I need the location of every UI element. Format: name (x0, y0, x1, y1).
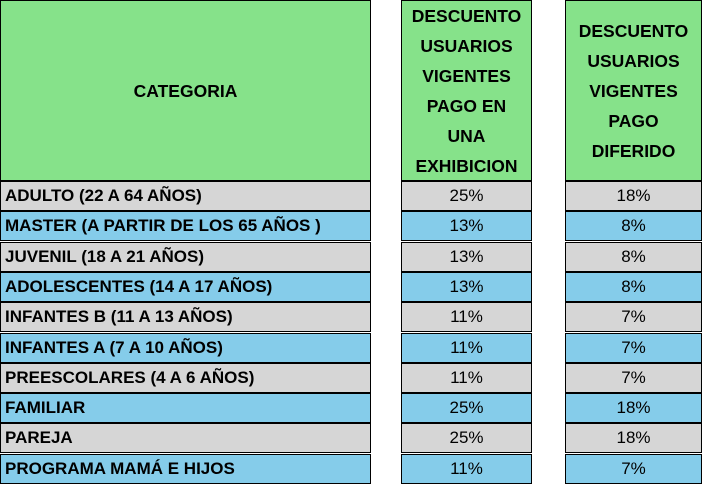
header-category-label: CATEGORIA (133, 80, 238, 101)
header-line: DIFERIDO (591, 140, 676, 161)
table-row: JUVENIL (18 A 21 AÑOS) 13% 8% (0, 241, 703, 272)
discount-one-payment-cell: 11% (401, 453, 532, 484)
discount-one-payment-cell: 13% (401, 211, 532, 242)
category-cell: ADOLESCENTES (14 A 17 AÑOS) (0, 271, 371, 302)
discount-deferred-cell: 18% (565, 423, 702, 454)
discount-deferred-cell: 18% (565, 393, 702, 424)
discount-one-payment-cell: 11% (401, 302, 532, 333)
category-cell: PROGRAMA MAMÁ E HIJOS (0, 453, 371, 484)
table-row: ADOLESCENTES (14 A 17 AÑOS) 13% 8% (0, 271, 703, 302)
header-line: UNA (447, 125, 486, 146)
table-row: MASTER (A PARTIR DE LOS 65 AÑOS ) 13% 8% (0, 211, 703, 242)
header-discount-deferred: DESCUENTO USUARIOS VIGENTES PAGO DIFERID… (565, 0, 702, 181)
discount-one-payment-cell: 13% (401, 241, 532, 272)
discount-one-payment-cell: 11% (401, 362, 532, 393)
discount-deferred-cell: 7% (565, 453, 702, 484)
category-cell: JUVENIL (18 A 21 AÑOS) (0, 241, 371, 272)
discount-deferred-cell: 7% (565, 302, 702, 333)
table-row: INFANTES A (7 A 10 AÑOS) 11% 7% (0, 332, 703, 363)
header-line: USUARIOS (587, 50, 680, 71)
header-discount-deferred-label: DESCUENTO USUARIOS VIGENTES PAGO DIFERID… (579, 16, 689, 166)
category-cell: ADULTO (22 A 64 AÑOS) (0, 181, 371, 211)
category-cell: INFANTES B (11 A 13 AÑOS) (0, 302, 371, 333)
table-row: PROGRAMA MAMÁ E HIJOS 11% 7% (0, 453, 703, 484)
header-line: VIGENTES (589, 80, 678, 101)
category-cell: MASTER (A PARTIR DE LOS 65 AÑOS ) (0, 211, 371, 242)
header-discount-one-payment: DESCUENTO USUARIOS VIGENTES PAGO EN UNA … (401, 0, 532, 181)
category-cell: PAREJA (0, 423, 371, 454)
category-cell: FAMILIAR (0, 393, 371, 424)
table-row: ADULTO (22 A 64 AÑOS) 25% 18% (0, 181, 703, 211)
category-cell: PREESCOLARES (4 A 6 AÑOS) (0, 362, 371, 393)
header-line: PAGO EN (426, 95, 507, 116)
header-discount-one-payment-label: DESCUENTO USUARIOS VIGENTES PAGO EN UNA … (412, 1, 522, 181)
discount-one-payment-cell: 25% (401, 423, 532, 454)
discount-deferred-cell: 7% (565, 362, 702, 393)
discount-one-payment-cell: 25% (401, 393, 532, 424)
header-line: VIGENTES (422, 65, 511, 86)
table-row: PREESCOLARES (4 A 6 AÑOS) 11% 7% (0, 362, 703, 393)
discount-one-payment-cell: 13% (401, 271, 532, 302)
table-row: FAMILIAR 25% 18% (0, 393, 703, 424)
header-line: EXHIBICION (415, 155, 518, 176)
header-category: CATEGORIA (0, 0, 371, 181)
header-line: DESCUENTO (411, 5, 522, 26)
discount-deferred-cell: 18% (565, 181, 702, 211)
table-row: INFANTES B (11 A 13 AÑOS) 11% 7% (0, 302, 703, 333)
discount-one-payment-cell: 11% (401, 332, 532, 363)
discount-deferred-cell: 8% (565, 271, 702, 302)
discount-deferred-cell: 8% (565, 241, 702, 272)
header-line: PAGO (608, 110, 659, 131)
table-row: PAREJA 25% 18% (0, 423, 703, 454)
discount-deferred-cell: 8% (565, 211, 702, 242)
header-line: USUARIOS (420, 35, 513, 56)
discount-one-payment-cell: 25% (401, 181, 532, 211)
category-cell: INFANTES A (7 A 10 AÑOS) (0, 332, 371, 363)
header-line: DESCUENTO (578, 20, 689, 41)
discount-deferred-cell: 7% (565, 332, 702, 363)
